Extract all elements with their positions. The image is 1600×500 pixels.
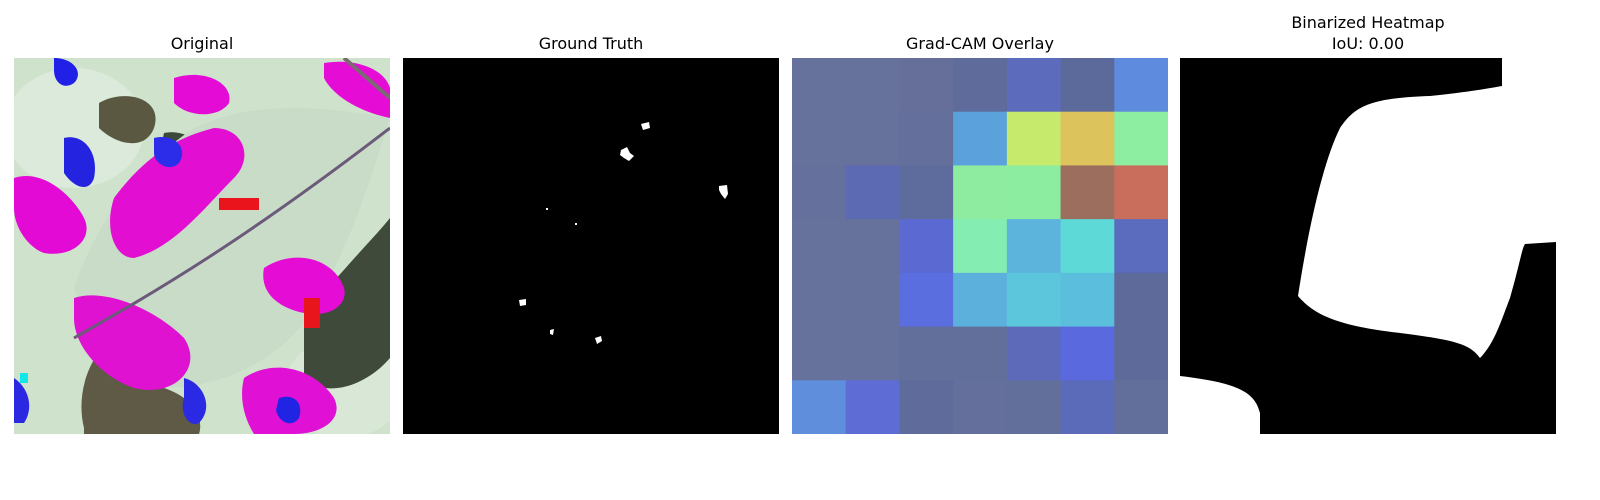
heatmap-cell: [1060, 326, 1115, 381]
heatmap-cell: [899, 111, 954, 166]
heatmap-cell: [792, 272, 847, 328]
heatmap-cell: [1060, 380, 1115, 434]
heatmap-cell: [1006, 380, 1062, 434]
panel-title: Original: [170, 34, 234, 53]
heatmap-cell: [899, 58, 954, 113]
heatmap-cell: [953, 380, 1008, 434]
heatmap-cell: [953, 165, 1008, 220]
heatmap-cell: [1006, 58, 1062, 113]
heatmap-cell: [1114, 58, 1168, 113]
heatmap-cell: [1060, 165, 1115, 220]
heatmap-cell: [899, 219, 954, 274]
panel-title: Binarized Heatmap: [1291, 13, 1445, 32]
heatmap-cell: [792, 219, 847, 274]
heatmap-cell: [1006, 326, 1062, 381]
original-image: [14, 58, 390, 434]
heatmap-cell: [953, 58, 1008, 113]
heatmap-cell: [899, 380, 954, 434]
heatmap-cell: [845, 272, 900, 328]
heatmap-cell: [792, 111, 847, 166]
panel-title: Grad-CAM Overlay: [906, 34, 1054, 53]
heatmap-cell: [845, 326, 900, 381]
heatmap-cell: [1114, 111, 1168, 166]
heatmap-cell: [845, 219, 900, 274]
heatmap-cell: [792, 58, 847, 113]
panel-title: Ground Truth: [538, 34, 644, 53]
heatmap-cell: [899, 272, 954, 328]
ground-truth-mask: [403, 58, 779, 434]
heatmap-cell: [1006, 165, 1062, 220]
heatmap-cell: [1060, 219, 1115, 274]
heatmap-cell: [899, 165, 954, 220]
heatmap-cell: [1114, 380, 1168, 434]
panel-binarized-heatmap: Binarized Heatmap IoU: 0.00: [1180, 0, 1556, 500]
heatmap-cell: [1114, 326, 1168, 381]
heatmap-cell: [792, 380, 847, 434]
heatmap-cell: [1006, 272, 1062, 328]
gradcam-heatmap: [792, 58, 1168, 434]
heatmap-cell: [845, 165, 900, 220]
heatmap-cell: [953, 272, 1008, 328]
heatmap-cell: [845, 111, 900, 166]
heatmap-cell: [953, 111, 1008, 166]
heatmap-cell: [1114, 219, 1168, 274]
heatmap-cell: [1114, 165, 1168, 220]
heatmap-cell: [1060, 272, 1115, 328]
heatmap-cell: [899, 326, 954, 381]
heatmap-cell: [792, 165, 847, 220]
heatmap-cell: [1114, 272, 1168, 328]
panel-ground-truth: Ground Truth: [403, 0, 779, 500]
heatmap-cell: [953, 326, 1008, 381]
heatmap-cell: [1006, 219, 1062, 274]
heatmap-cell: [953, 219, 1008, 274]
heatmap-cell: [792, 326, 847, 381]
heatmap-cell: [1060, 111, 1115, 166]
binarized-mask: [1180, 58, 1556, 434]
heatmap-cell: [845, 380, 900, 434]
heatmap-cell: [1006, 111, 1062, 166]
panel-original: Original: [14, 0, 390, 500]
heatmap-cell: [845, 58, 900, 113]
panel-gradcam-overlay: Grad-CAM Overlay: [792, 0, 1168, 500]
iou-label: IoU: 0.00: [1331, 34, 1405, 53]
heatmap-cell: [1060, 58, 1115, 113]
